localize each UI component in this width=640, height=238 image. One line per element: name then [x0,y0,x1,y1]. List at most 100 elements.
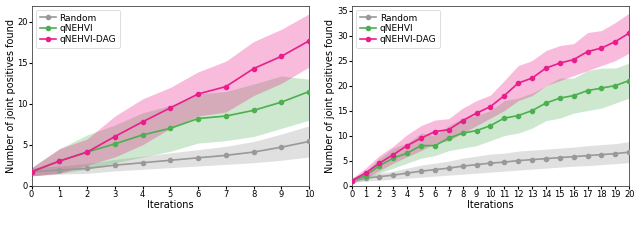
Random [625,151,633,154]
Random [584,154,591,157]
qNEHVI-DAG [403,144,411,147]
qNEHVI [528,109,536,112]
Random [305,140,313,143]
X-axis label: Iterations: Iterations [467,200,514,210]
qNEHVI-DAG [459,119,467,122]
Random [403,172,411,174]
X-axis label: Iterations: Iterations [147,200,194,210]
qNEHVI-DAG [278,55,285,58]
qNEHVI-DAG [390,153,397,156]
qNEHVI-DAG [250,67,257,70]
Line: Random: Random [349,150,631,183]
qNEHVI-DAG [376,162,383,164]
Random [390,174,397,177]
qNEHVI [390,157,397,159]
Random [556,156,564,159]
Random [195,156,202,159]
qNEHVI [500,117,508,119]
Y-axis label: Number of joint positives found: Number of joint positives found [326,19,335,173]
qNEHVI-DAG [542,67,550,69]
qNEHVI-DAG [515,82,522,84]
Random [278,146,285,149]
qNEHVI [403,152,411,154]
Random [445,167,452,169]
qNEHVI [278,101,285,104]
qNEHVI-DAG [111,135,118,138]
Line: Random: Random [29,139,311,174]
qNEHVI [166,127,174,130]
qNEHVI [111,143,118,145]
qNEHVI [305,90,313,93]
Random [515,159,522,162]
qNEHVI [515,114,522,117]
Random [570,155,577,158]
qNEHVI-DAG [570,58,577,61]
Random [500,161,508,164]
Random [542,157,550,160]
qNEHVI-DAG [348,179,355,182]
Legend: Random, qNEHVI, qNEHVI-DAG: Random, qNEHVI, qNEHVI-DAG [356,10,440,48]
qNEHVI [556,97,564,99]
qNEHVI-DAG [222,85,230,88]
Random [28,170,35,173]
Random [166,159,174,162]
Random [222,154,230,157]
qNEHVI-DAG [195,93,202,95]
qNEHVI-DAG [584,50,591,53]
Random [598,153,605,156]
Line: qNEHVI-DAG: qNEHVI-DAG [349,31,631,183]
Random [417,170,425,173]
qNEHVI-DAG [305,39,313,42]
Random [139,161,147,164]
qNEHVI [83,151,91,154]
qNEHVI [376,164,383,167]
Random [376,175,383,178]
qNEHVI-DAG [166,106,174,109]
qNEHVI-DAG [28,170,35,173]
Random [56,169,63,172]
Random [528,158,536,161]
qNEHVI [473,129,481,132]
qNEHVI [417,144,425,147]
Random [431,168,439,171]
qNEHVI-DAG [431,130,439,133]
qNEHVI-DAG [556,62,564,64]
Random [348,179,355,182]
Random [459,165,467,168]
qNEHVI [56,160,63,163]
qNEHVI-DAG [139,120,147,123]
qNEHVI [28,170,35,173]
Random [362,177,369,179]
qNEHVI-DAG [56,160,63,163]
qNEHVI [625,79,633,82]
qNEHVI-DAG [445,128,452,131]
qNEHVI [431,144,439,147]
qNEHVI-DAG [417,137,425,139]
Random [486,162,494,164]
qNEHVI-DAG [528,77,536,79]
qNEHVI [195,117,202,120]
qNEHVI [139,134,147,136]
qNEHVI [250,109,257,112]
Random [111,164,118,167]
qNEHVI-DAG [500,94,508,97]
Line: qNEHVI: qNEHVI [349,79,631,183]
qNEHVI-DAG [83,151,91,154]
Random [473,163,481,166]
qNEHVI [542,102,550,104]
qNEHVI [459,132,467,134]
qNEHVI-DAG [473,112,481,114]
qNEHVI [445,137,452,139]
qNEHVI [611,84,619,87]
Legend: Random, qNEHVI, qNEHVI-DAG: Random, qNEHVI, qNEHVI-DAG [36,10,120,48]
qNEHVI-DAG [611,40,619,43]
qNEHVI [222,115,230,118]
qNEHVI [584,89,591,92]
Line: qNEHVI: qNEHVI [29,89,311,174]
qNEHVI-DAG [362,172,369,174]
qNEHVI [348,179,355,182]
qNEHVI [598,87,605,89]
qNEHVI [362,174,369,177]
Random [250,151,257,154]
qNEHVI-DAG [598,47,605,50]
